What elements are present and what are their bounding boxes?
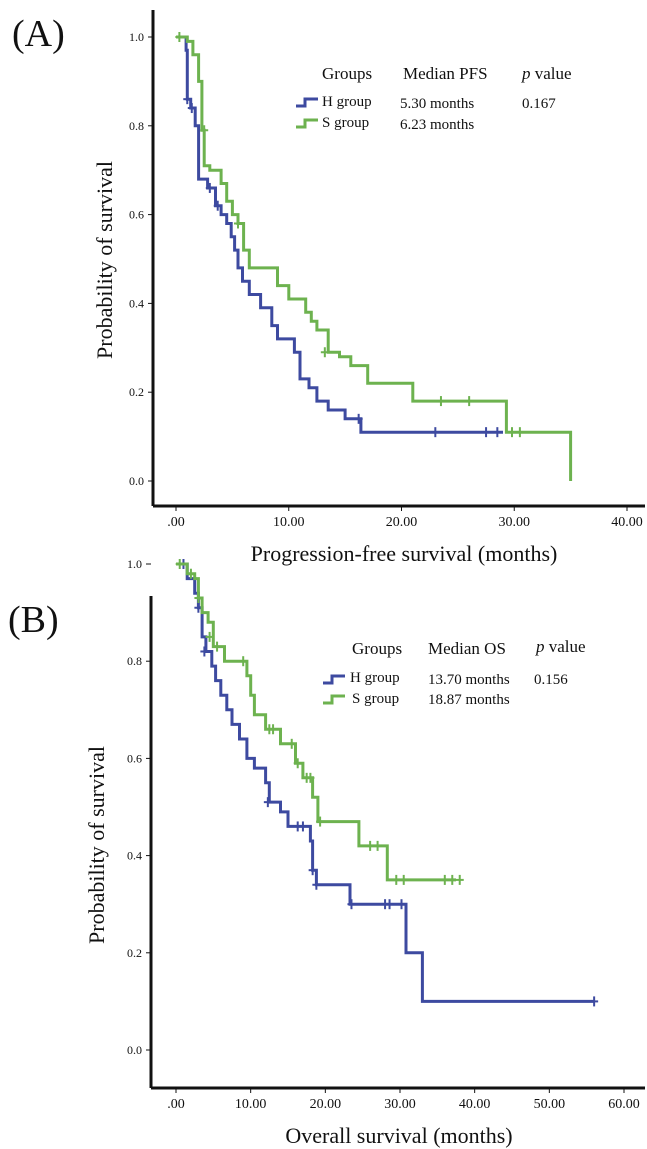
panel-b-legend-header-median: Median OS bbox=[428, 639, 506, 658]
panel-b-xlabel: Overall survival (months) bbox=[285, 1123, 512, 1148]
panel-a-legend-h-median: 5.30 months bbox=[400, 96, 474, 112]
panel-a-xlabel: Progression-free survival (months) bbox=[251, 541, 558, 566]
panel-b-x-tick-label: 10.00 bbox=[235, 1097, 267, 1112]
panel-b-x-tick-label: 50.00 bbox=[534, 1097, 566, 1112]
panel-a-y-tick-label: 0.6 bbox=[129, 208, 144, 222]
panel-a-x-tick-label: 30.00 bbox=[499, 515, 531, 530]
panel-a-legend-s-group: S group bbox=[322, 115, 369, 131]
panel-b-legend-s-median: 18.87 months bbox=[428, 692, 510, 708]
panel-b-legend-h-swatch bbox=[323, 674, 345, 685]
panel-a-x-tick-label: .00 bbox=[167, 515, 185, 530]
panel-b-y-tick-label: 0.8 bbox=[127, 654, 142, 668]
panel-b-y-tick-label: 0.6 bbox=[127, 751, 142, 765]
panel-a-y-tick-label: 0.8 bbox=[129, 119, 144, 133]
panel-a-x-tick-label: 10.00 bbox=[273, 515, 305, 530]
panel-a-legend-h-p: 0.167 bbox=[522, 96, 556, 112]
panel-a-y-tick-label: 1.0 bbox=[129, 30, 144, 44]
panel-b-x-tick-label: 30.00 bbox=[384, 1097, 416, 1112]
panel-b-s-group-curve bbox=[176, 562, 456, 882]
panel-a-legend-s-median: 6.23 months bbox=[400, 117, 474, 133]
panel-a-y-tick-label: 0.4 bbox=[129, 296, 144, 310]
panel-a-ylabel: Probability of survival bbox=[92, 161, 117, 359]
panel-b-x-tick-label: 20.00 bbox=[310, 1097, 342, 1112]
panel-a-legend-value-word: value bbox=[535, 64, 572, 83]
panel-a-label: (A) bbox=[12, 13, 65, 55]
panel-b: (B) 0.0 0.2 0.4 0.6 0.8 1.0 .00 10.00 20.00 30.00… bbox=[8, 557, 645, 1148]
panel-a-y-tick-label: 0.0 bbox=[129, 474, 144, 488]
panel-b-h-group-curve bbox=[176, 562, 595, 1003]
panel-a-legend-header-median: Median PFS bbox=[403, 64, 488, 83]
panel-a-legend-s-swatch bbox=[296, 118, 318, 129]
panel-a: (A) 0.0 0.2 0.4 0.6 0.8 1.0 .00 10.00 20.00 30.00… bbox=[12, 10, 645, 566]
panel-b-legend-header-groups: Groups bbox=[352, 639, 402, 658]
panel-b-legend-header-pvalue: p value bbox=[535, 637, 586, 656]
panel-a-x-tick-label: 20.00 bbox=[386, 515, 418, 530]
panel-b-y-tick-label: 0.2 bbox=[127, 946, 142, 960]
panel-a-legend-h-group: H group bbox=[322, 94, 372, 110]
panel-a-legend-p-symbol: p bbox=[521, 64, 531, 83]
panel-b-x-tick-label: 60.00 bbox=[608, 1097, 640, 1112]
panel-b-x-tick-label: .00 bbox=[167, 1097, 185, 1112]
panel-b-x-tick-label: 40.00 bbox=[459, 1097, 491, 1112]
panel-a-y-tick-label: 0.2 bbox=[129, 385, 144, 399]
panel-b-ylabel: Probability of survival bbox=[84, 746, 109, 944]
panel-a-x-tick-label: 40.00 bbox=[611, 515, 643, 530]
panel-b-y-tick-label: 0.0 bbox=[127, 1043, 142, 1057]
panel-a-s-group-curve bbox=[176, 35, 573, 481]
panel-a-legend-h-swatch bbox=[296, 97, 318, 108]
panel-b-legend: Groups Median OS p value H group 13.70 m… bbox=[323, 637, 586, 708]
panel-a-legend-header-pvalue: p value bbox=[521, 64, 572, 83]
panel-b-legend-h-median: 13.70 months bbox=[428, 672, 510, 688]
panel-b-y-tick-label: 0.4 bbox=[127, 849, 142, 863]
panel-b-legend-p-symbol: p bbox=[535, 637, 545, 656]
panel-b-y-tick-label: 1.0 bbox=[127, 557, 142, 571]
panel-b-legend-s-group: S group bbox=[352, 691, 399, 707]
panel-b-label: (B) bbox=[8, 599, 59, 641]
panel-b-plot-area: 0.0 0.2 0.4 0.6 0.8 1.0 .00 10.00 20.00 30.00 40.0… bbox=[127, 557, 645, 1112]
panel-b-legend-s-swatch bbox=[323, 694, 345, 705]
panel-a-legend: Groups Median PFS p value H group 5.30 m… bbox=[296, 64, 572, 133]
panel-b-legend-h-group: H group bbox=[350, 670, 400, 686]
panel-a-h-group-curve bbox=[176, 35, 503, 434]
panel-b-legend-h-p: 0.156 bbox=[534, 672, 568, 688]
panel-a-plot-area: 0.0 0.2 0.4 0.6 0.8 1.0 .00 10.00 20.00 30.00 40.0… bbox=[129, 10, 645, 530]
panel-b-legend-value-word: value bbox=[549, 637, 586, 656]
panel-a-legend-header-groups: Groups bbox=[322, 64, 372, 83]
